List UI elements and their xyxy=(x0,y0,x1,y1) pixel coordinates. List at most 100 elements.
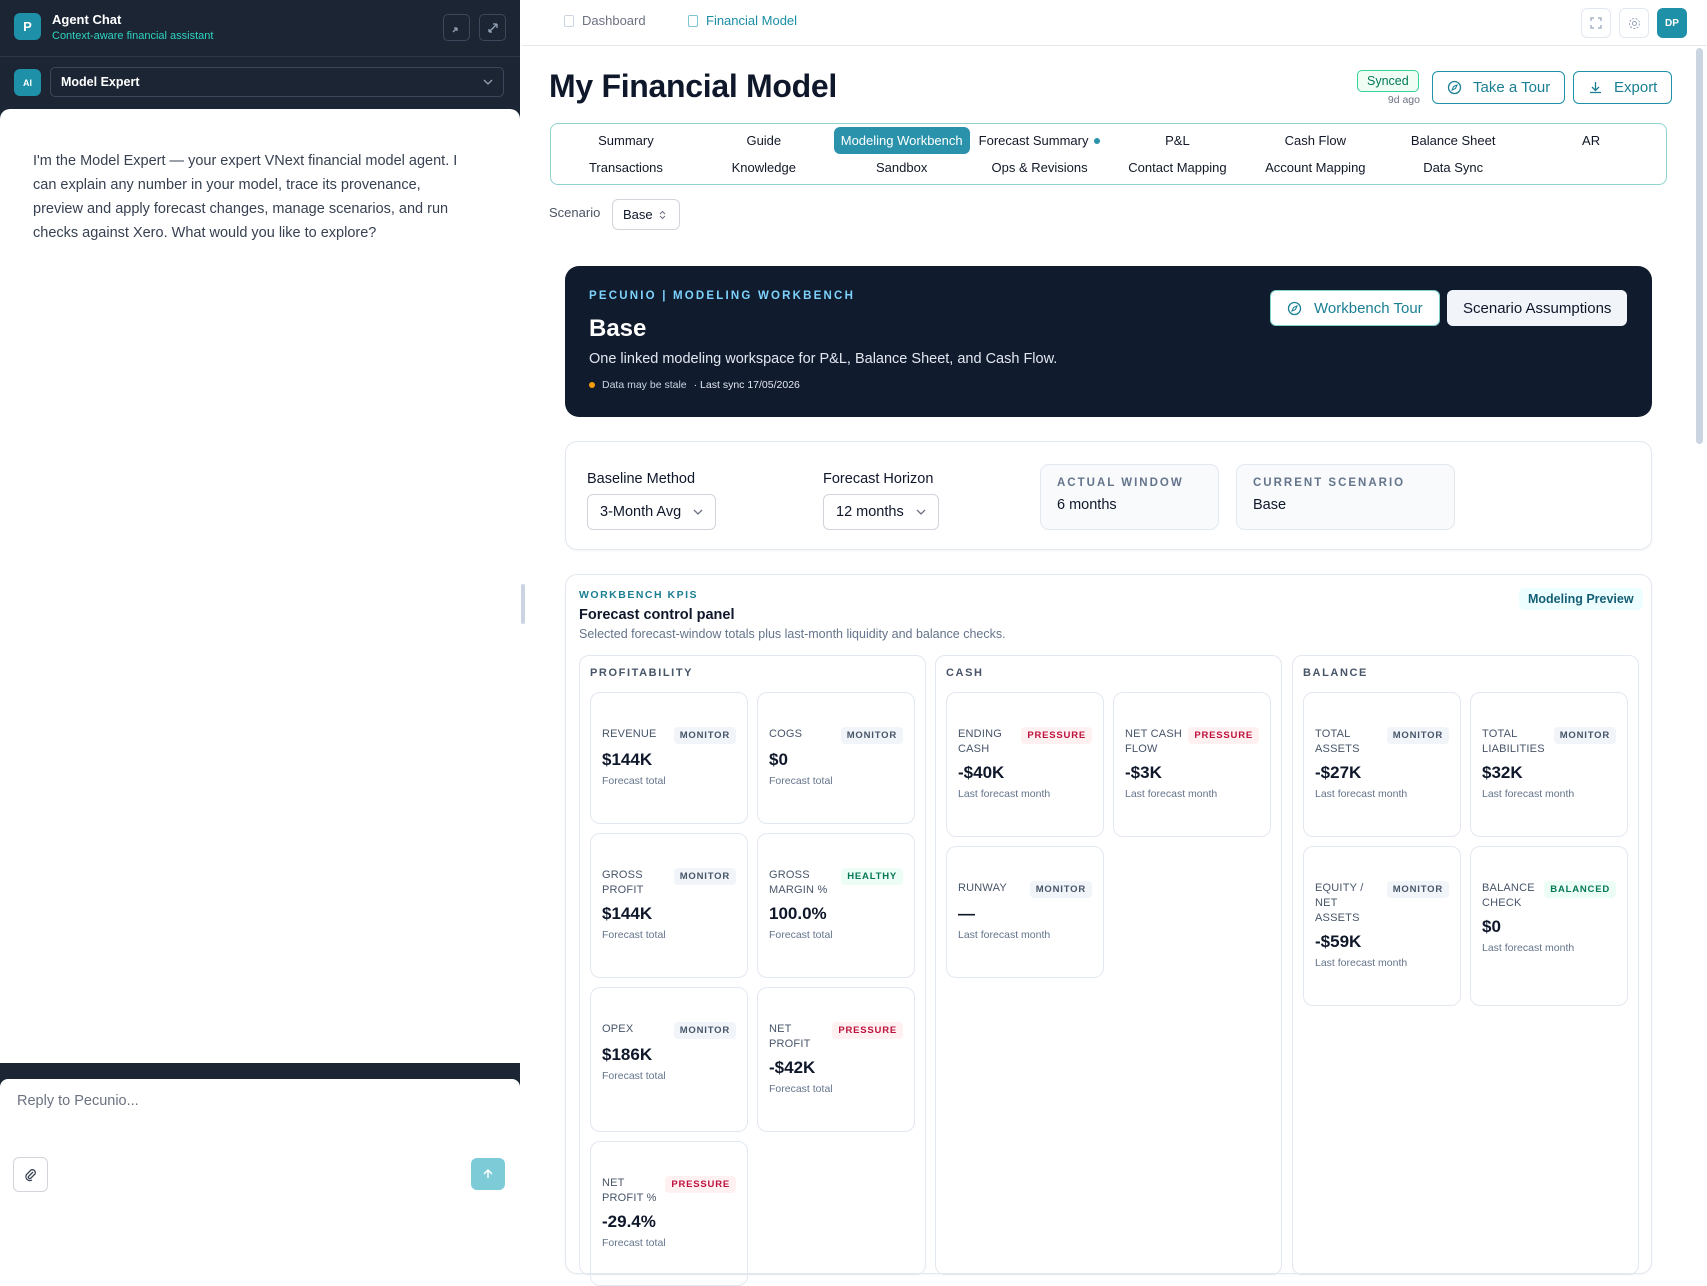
kpi-status: MONITOR xyxy=(673,727,736,744)
kpi-value: $186K xyxy=(602,1045,653,1064)
kpi-note: Forecast total xyxy=(769,775,833,787)
section-tab[interactable]: Contact Mapping xyxy=(1110,154,1246,181)
kpi-card: TOTAL LIABILITIES MONITOR $32K Last forecas… xyxy=(1470,692,1628,837)
section-tab[interactable]: Data Sync xyxy=(1385,154,1521,181)
tab-label: Summary xyxy=(598,133,654,148)
user-avatar[interactable]: DP xyxy=(1657,8,1687,38)
kpi-status: MONITOR xyxy=(1386,881,1449,898)
info-value: 6 months xyxy=(1057,497,1117,513)
sync-time: 9d ago xyxy=(1387,94,1420,106)
resize-handle[interactable] xyxy=(521,584,525,624)
chat-sidebar: P Agent Chat Context-aware financial ass… xyxy=(0,0,520,1209)
stale-note: Data may be stale · Last sync 17/05/2026 xyxy=(589,379,800,391)
kpi-group: BALANCE TOTAL ASSETS MONITOR -$27K Last fore… xyxy=(1292,655,1639,1275)
tab-row: Transactions Knowledge Sandbox Ops & Revisi… xyxy=(557,154,1660,181)
tab-label: Forecast Summary xyxy=(978,133,1089,148)
kpi-card-header: COGS MONITOR xyxy=(769,727,903,744)
section-tab[interactable]: Balance Sheet xyxy=(1385,127,1521,154)
info-box: CURRENT SCENARIO Base xyxy=(1236,464,1455,530)
kpi-note: Forecast total xyxy=(602,929,666,941)
kpi-card: NET PROFIT % PRESSURE -29.4% Forecast total xyxy=(590,1141,748,1286)
scenario-select[interactable]: Base xyxy=(612,199,680,230)
kpi-status: MONITOR xyxy=(1029,881,1092,898)
kpi-card: ENDING CASH PRESSURE -$40K Last forecast mo… xyxy=(946,692,1104,837)
nav-tab[interactable]: Dashboard xyxy=(564,13,646,28)
kpi-note: Forecast total xyxy=(769,1083,833,1095)
kpi-note: Last forecast month xyxy=(1125,788,1218,800)
section-tab[interactable]: Summary xyxy=(558,127,694,154)
nav-tab[interactable]: Financial Model xyxy=(688,13,797,28)
kpi-status: MONITOR xyxy=(673,868,736,885)
top-nav: DP Dashboard Financial Model xyxy=(522,0,1707,46)
agent-select[interactable]: Model Expert xyxy=(50,67,504,97)
collapse-button[interactable] xyxy=(443,14,470,41)
kpi-status: PRESSURE xyxy=(665,1176,736,1193)
sidebar-subtitle: Context-aware financial assistant xyxy=(52,30,214,42)
group-name: BALANCE xyxy=(1303,667,1368,679)
button-label: Take a Tour xyxy=(1473,79,1551,96)
kpi-label: BALANCE CHECK xyxy=(1482,882,1535,909)
fullscreen-button[interactable] xyxy=(1581,8,1611,38)
kpi-grid: ENDING CASH PRESSURE -$40K Last forecast mo… xyxy=(946,692,1271,978)
agent-name: Model Expert xyxy=(61,75,140,89)
tab-label: Cash Flow xyxy=(1284,133,1347,148)
section-tab[interactable]: Forecast Summary xyxy=(972,127,1108,154)
scrollbar[interactable] xyxy=(1696,48,1703,444)
kpi-note: Last forecast month xyxy=(1315,788,1408,800)
control-select[interactable]: 12 months xyxy=(823,494,939,530)
kpi-value: 100.0% xyxy=(769,904,827,923)
section-tab[interactable]: Ops & Revisions xyxy=(972,154,1108,181)
sidebar-title: Agent Chat xyxy=(52,12,122,27)
banner-description: One linked modeling workspace for P&L, B… xyxy=(589,351,1058,367)
section-tab[interactable]: AR xyxy=(1523,127,1659,154)
reply-box[interactable]: Reply to Pecunio... xyxy=(0,1079,520,1209)
section-tab[interactable]: Modeling Workbench xyxy=(833,127,970,154)
tab-label: Transactions xyxy=(588,160,663,175)
kpi-value: -$27K xyxy=(1315,763,1362,782)
export-button[interactable]: Export xyxy=(1573,71,1673,104)
button-label: Workbench Tour xyxy=(1314,299,1423,317)
section-tab[interactable]: Knowledge xyxy=(696,154,832,181)
nav-tab-label: Dashboard xyxy=(582,13,646,28)
section-tab[interactable]: Guide xyxy=(696,127,832,154)
tour-button[interactable]: Take a Tour xyxy=(1432,71,1566,104)
kpi-label: TOTAL ASSETS xyxy=(1315,728,1360,755)
kpi-card-header: EQUITY / NET ASSETS MONITOR xyxy=(1315,881,1449,926)
kpi-note: Forecast total xyxy=(769,929,833,941)
scenario-assumptions-button[interactable]: Scenario Assumptions xyxy=(1447,290,1628,326)
section-tab[interactable]: Sandbox xyxy=(834,154,970,181)
kpi-label: ENDING CASH xyxy=(958,728,1002,755)
control-select[interactable]: 3-Month Avg xyxy=(587,494,717,530)
kpi-label: COGS xyxy=(769,728,803,740)
settings-button[interactable] xyxy=(1619,8,1649,38)
kpi-eyebrow: WORKBENCH KPIS xyxy=(579,589,699,601)
sync-status: Synced xyxy=(1357,70,1419,92)
kpi-group: PROFITABILITY REVENUE MONITOR $144K Forecast… xyxy=(579,655,926,1286)
section-tab[interactable]: Account Mapping xyxy=(1247,154,1383,181)
kpi-card: GROSS MARGIN % HEALTHY 100.0% Forecast tota… xyxy=(757,833,915,978)
kpi-status: BALANCED xyxy=(1544,881,1616,898)
section-tab[interactable]: Cash Flow xyxy=(1247,127,1383,154)
page-title: My Financial Model xyxy=(549,68,837,104)
kpi-card-header: RUNWAY MONITOR xyxy=(958,881,1092,898)
section-tab[interactable]: P&L xyxy=(1110,127,1246,154)
kpi-status: PRESSURE xyxy=(1188,727,1259,744)
kpi-value: $144K xyxy=(602,750,653,769)
send-button[interactable] xyxy=(471,1158,505,1190)
kpi-card: GROSS PROFIT MONITOR $144K Forecast total xyxy=(590,833,748,978)
attach-button[interactable] xyxy=(13,1157,48,1192)
kpi-card: RUNWAY MONITOR — Last forecast month xyxy=(946,846,1104,978)
tab-label: AR xyxy=(1582,133,1601,148)
reply-placeholder: Reply to Pecunio... xyxy=(17,1093,139,1109)
kpi-card: NET CASH FLOW PRESSURE -$3K Last forecast m… xyxy=(1113,692,1271,837)
section-tab[interactable]: Transactions xyxy=(558,154,694,181)
agent-badge: AI xyxy=(14,69,41,96)
expand-button[interactable] xyxy=(479,14,506,41)
tab-label: Account Mapping xyxy=(1265,160,1366,175)
tab-label: Sandbox xyxy=(876,160,928,175)
kpi-title: Forecast control panel xyxy=(579,607,735,623)
kpi-label: EQUITY / NET ASSETS xyxy=(1315,882,1364,924)
kpi-card-header: NET PROFIT % PRESSURE xyxy=(602,1176,736,1206)
kpi-label: GROSS MARGIN % xyxy=(769,869,828,896)
workbench-tour-button[interactable]: Workbench Tour xyxy=(1270,290,1440,326)
